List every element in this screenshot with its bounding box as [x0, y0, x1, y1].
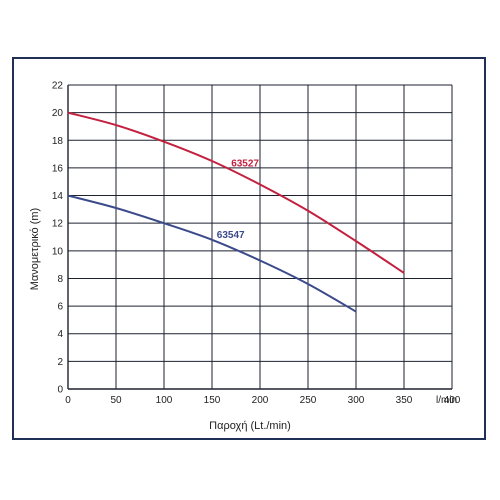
y-tick-label: 12 — [52, 219, 64, 230]
x-tick-label: 150 — [204, 395, 221, 406]
x-tick-label: 100 — [156, 395, 173, 406]
series-label-63527: 63527 — [231, 158, 259, 169]
x-tick-label: 0 — [65, 395, 71, 406]
x-tick-label: 350 — [396, 395, 413, 406]
series-line-63527 — [67, 111, 405, 274]
x-tick-label: 50 — [110, 395, 122, 406]
series-line-63547 — [67, 194, 357, 313]
x-tick-label: 300 — [348, 395, 365, 406]
tick-labels: 0 50 100 150 200 250 300 350 400 0 2 4 6 8 10 12 14 16 18 2… — [52, 81, 461, 407]
line-chart: 0 50 100 150 200 250 300 350 400 0 2 4 6 8 10 12 14 16 18 2… — [29, 81, 461, 433]
y-tick-label: 16 — [52, 163, 64, 174]
series-labels: 63527 63547 — [217, 158, 260, 240]
x-tick-label: 250 — [300, 395, 317, 406]
y-tick-label: 10 — [52, 246, 64, 257]
x-axis-unit-label: l/min — [436, 395, 457, 406]
y-tick-label: 22 — [52, 81, 64, 92]
y-tick-label: 14 — [52, 191, 64, 202]
y-tick-label: 8 — [57, 274, 63, 285]
series-label-63547: 63547 — [217, 230, 245, 241]
x-tick-label: 400 — [444, 395, 461, 406]
chart-frame: 0 50 100 150 200 250 300 350 400 0 2 4 6 8 10 12 14 16 18 2… — [12, 57, 486, 440]
y-tick-label: 18 — [52, 136, 64, 147]
grid-lines — [67, 84, 453, 390]
y-axis-label: Μανομετρικό (m) — [29, 208, 41, 290]
y-tick-label: 20 — [52, 108, 64, 119]
y-tick-label: 0 — [57, 385, 63, 396]
x-axis-label: Παροχή (Lt./min) — [209, 420, 291, 432]
y-tick-label: 6 — [57, 302, 63, 313]
x-tick-label: 200 — [252, 395, 269, 406]
series-lines — [67, 111, 405, 313]
y-tick-label: 2 — [57, 357, 63, 368]
y-tick-label: 4 — [57, 329, 63, 340]
